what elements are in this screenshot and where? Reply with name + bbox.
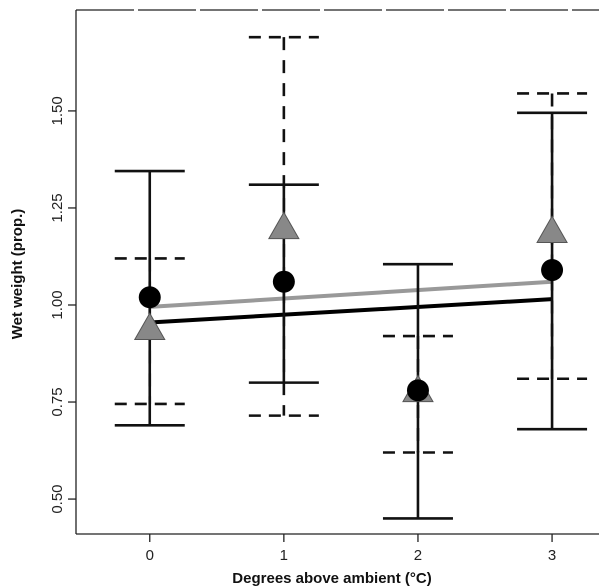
circle-point	[272, 270, 295, 293]
circle-point	[138, 286, 161, 309]
triangle-point	[267, 211, 300, 240]
y-axis-title: Wet weight (prop.)	[9, 209, 26, 340]
x-tick-label: 0	[146, 547, 154, 564]
plot-frame	[75, 9, 599, 535]
circle-point	[541, 259, 564, 282]
x-axis: 0 1 2 3	[146, 534, 556, 564]
y-tick-label: 1.50	[49, 96, 66, 125]
y-tick-label: 1.00	[49, 290, 66, 319]
circle-point	[406, 379, 429, 402]
y-tick-label: 0.50	[49, 484, 66, 513]
error-bars	[114, 35, 588, 520]
fit-lines	[149, 279, 553, 325]
x-tick-label: 3	[548, 547, 556, 564]
markers	[133, 211, 568, 403]
y-axis: 0.50 0.75 1.00 1.25 1.50	[49, 96, 76, 514]
y-tick-label: 0.75	[49, 387, 66, 416]
y-tick-label: 1.25	[49, 193, 66, 222]
triangle-point	[536, 215, 568, 243]
x-tick-label: 2	[414, 547, 422, 564]
x-tick-label: 1	[280, 547, 288, 564]
fit-line	[149, 279, 553, 309]
fit-line	[149, 297, 553, 325]
x-axis-title: Degrees above ambient (°C)	[232, 570, 431, 587]
triangle-point	[133, 312, 166, 341]
